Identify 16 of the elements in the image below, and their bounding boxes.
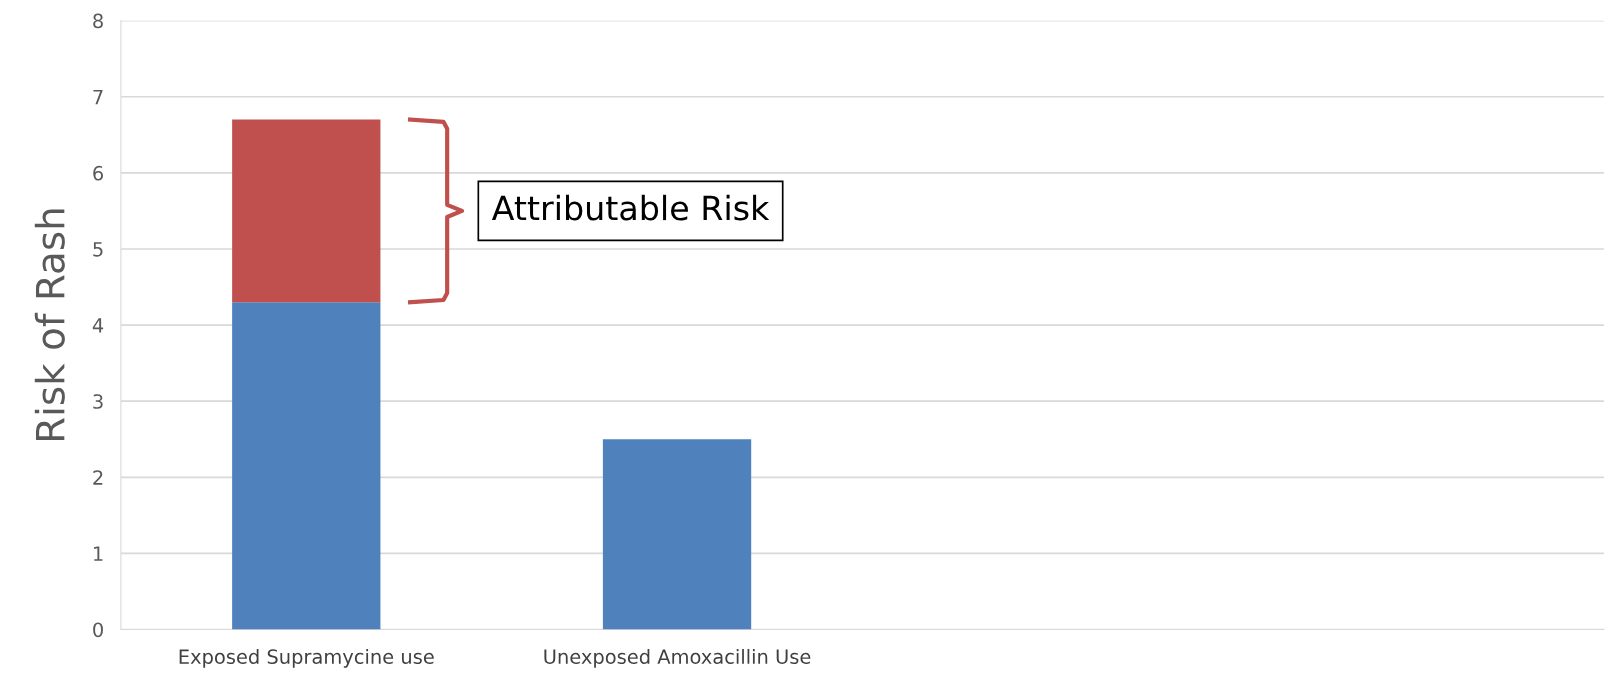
y-tick-label: 3 xyxy=(93,394,103,409)
y-tick-label: 6 xyxy=(93,165,104,181)
y-tick-label: 1 xyxy=(94,546,103,561)
x-tick-label: Exposed Supramycine use xyxy=(179,648,434,668)
y-tick-label: 0 xyxy=(93,622,103,638)
annotation: Attributable Risk xyxy=(491,194,770,221)
bar xyxy=(602,439,752,630)
y-tick-label: 5 xyxy=(93,242,103,257)
y-tick-label: 2 xyxy=(93,470,103,485)
bar xyxy=(232,302,381,630)
bar xyxy=(232,119,381,303)
y-axis-title: Risk of Rash xyxy=(34,209,65,441)
y-tick-label: 8 xyxy=(93,13,103,29)
x-tick-label: Unexposed Amoxacillin Use xyxy=(544,648,811,668)
y-tick-label: 4 xyxy=(92,318,104,333)
y-tick-label: 7 xyxy=(93,89,103,105)
